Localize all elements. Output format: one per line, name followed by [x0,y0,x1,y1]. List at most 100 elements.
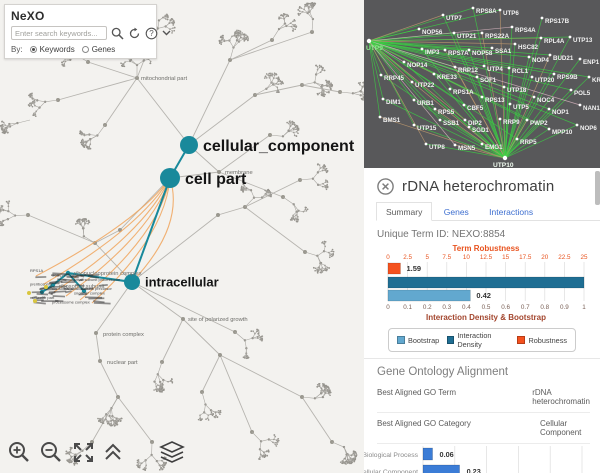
gene-node[interactable] [498,8,502,12]
gene-label: DIP2 [468,120,482,127]
scrollbar-thumb[interactable] [595,171,600,205]
gene-node[interactable] [507,66,511,70]
gene-node[interactable] [463,118,467,122]
gene-hub-node[interactable] [366,38,372,44]
gene-node[interactable] [480,95,484,99]
gene-node[interactable] [453,65,457,69]
gene-node[interactable] [513,42,517,46]
gene-node[interactable] [453,143,457,147]
gene-node[interactable] [539,36,543,40]
zoom-out-button[interactable] [40,441,63,464]
gene-node[interactable] [379,73,383,77]
gene-node[interactable] [443,48,447,52]
refresh-icon[interactable] [128,27,141,40]
svg-text:10: 10 [463,254,471,261]
gene-node[interactable] [498,117,502,121]
gene-node[interactable] [452,31,456,35]
gene-node[interactable] [482,64,486,68]
term-node[interactable] [160,168,180,188]
gene-node[interactable] [471,6,475,10]
gene-node[interactable] [547,127,551,131]
go-category-chart: 00.20.40.60.81Biological Process0.06Cell… [364,446,583,473]
gene-node[interactable] [381,97,385,101]
gene-hub-node[interactable] [502,155,508,161]
gene-node[interactable] [569,88,573,92]
gene-node[interactable] [475,75,479,79]
gene-node[interactable] [480,142,484,146]
gene-node[interactable] [548,53,552,57]
gene-node[interactable] [568,35,572,39]
gene-node[interactable] [490,46,494,50]
radio-genes[interactable] [81,46,89,53]
gene-node[interactable] [420,47,424,51]
gene-node[interactable] [402,60,406,64]
row-value: Cellular Component [540,419,582,437]
gene-node[interactable] [575,123,579,127]
svg-text:1: 1 [582,304,586,311]
gene-node[interactable] [378,115,382,119]
gene-node[interactable] [417,27,421,31]
gene-node[interactable] [547,107,551,111]
gene-node[interactable] [441,13,445,17]
term-node[interactable] [180,136,198,154]
gene-label: ENP1 [583,59,600,66]
chevron-down-icon[interactable] [162,30,171,36]
gene-node[interactable] [515,137,519,141]
gene-node[interactable] [530,75,534,79]
ontology-canvas[interactable]: RPS1A 90S preribosome small subunit proces… [0,0,364,473]
tab-genes[interactable]: Genes [443,207,469,217]
gene-node[interactable] [587,75,591,79]
gene-node[interactable] [467,125,471,129]
zoom-in-button[interactable] [8,441,31,464]
gene-node[interactable] [502,85,506,89]
interaction-network-panel[interactable]: RPS8A UTP6 UTP7 RPS17B NOP56 UTP21 RPS22A RPS4A… [364,0,600,168]
term-node[interactable] [124,274,140,290]
gene-node[interactable] [510,25,514,29]
gene-node[interactable] [467,48,471,52]
gene-node[interactable] [462,103,466,107]
gene-node[interactable] [527,55,531,59]
gene-node[interactable] [448,87,452,91]
chart-title: Term Robustness [453,244,521,253]
search-input[interactable] [11,26,107,40]
gene-node[interactable] [525,118,529,122]
gene-node[interactable] [438,118,442,122]
gene-node[interactable] [480,31,484,35]
tab-summary[interactable]: Summary [376,202,433,221]
layers-button[interactable] [159,440,185,464]
close-icon[interactable] [377,178,394,195]
gene-node[interactable] [412,123,416,127]
gene-label: MPP10 [552,129,573,136]
term-nodes[interactable] [124,136,198,290]
legend-swatch [397,336,405,344]
gene-node[interactable] [578,57,582,61]
gene-node[interactable] [540,16,544,20]
gene-label: MSN5 [458,145,476,152]
collapse-chevrons-button[interactable] [104,442,122,462]
radio-keywords[interactable] [29,46,37,53]
gene-label: SGD1 [472,127,489,134]
gene-node[interactable] [508,102,512,106]
svg-text:25: 25 [580,254,588,261]
search-icon[interactable] [111,27,124,40]
gene-label: UTP22 [415,82,435,89]
gene-node[interactable] [424,142,428,146]
gene-node[interactable] [433,107,437,111]
fit-to-screen-button[interactable] [72,441,95,464]
gene-label: UTP8 [429,144,445,151]
gene-nodes[interactable]: RPS8A UTP6 UTP7 RPS17B NOP56 UTP21 RPS22A RPS4A… [366,6,600,168]
gene-node[interactable] [410,80,414,84]
gene-label: RPS4A [515,27,536,34]
tab-interactions[interactable]: Interactions [489,207,534,217]
row-label: Best Aligned GO Term [377,388,456,397]
gene-node[interactable] [552,72,556,76]
help-icon[interactable]: ? [145,27,158,40]
gene-node[interactable] [578,103,582,107]
gene-node[interactable] [412,98,416,102]
cluster-label: ribosomal small subunit precursor [52,286,112,291]
gene-label: KRE33 [437,74,458,81]
gene-node[interactable] [532,95,536,99]
gene-node[interactable] [432,72,436,76]
interaction-network-svg[interactable]: RPS8A UTP6 UTP7 RPS17B NOP56 UTP21 RPS22A RPS4A… [364,0,600,168]
